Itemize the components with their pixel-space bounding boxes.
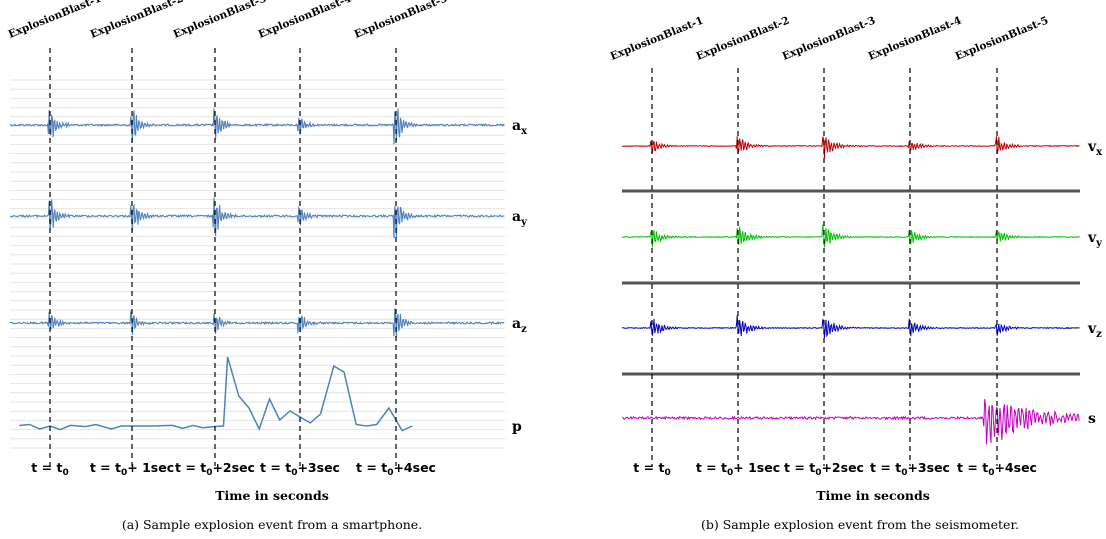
event-labels: ExplosionBlast-1ExplosionBlast-2Explosio… (609, 14, 1051, 62)
x-tick-label: t = t0+2sec (175, 460, 255, 478)
series-line (10, 308, 504, 338)
panel-smartphone: ExplosionBlast-1ExplosionBlast-2Explosio… (7, 0, 528, 532)
grid-lines (10, 80, 505, 448)
event-label: ExplosionBlast-3 (172, 0, 269, 41)
event-label: ExplosionBlast-4 (257, 0, 354, 41)
event-label: ExplosionBlast-5 (353, 0, 450, 41)
series-labels: ax ay az p (512, 118, 528, 435)
series-label: ay (512, 209, 528, 228)
x-tick-label: t = t0+4sec (356, 460, 436, 478)
event-label: ExplosionBlast-4 (867, 14, 964, 62)
x-tick-label: t = t0 (31, 460, 68, 478)
event-label: ExplosionBlast-3 (781, 14, 878, 62)
event-label: ExplosionBlast-1 (609, 14, 706, 62)
event-labels: ExplosionBlast-1ExplosionBlast-2Explosio… (7, 0, 450, 41)
x-tick-label: t = t0+ 1sec (696, 460, 780, 478)
panel-seismometer: ExplosionBlast-1ExplosionBlast-2Explosio… (609, 14, 1104, 532)
x-tick-labels: t = t0 t = t0+ 1sec t = t0+2sec t = t0+3sec… (31, 460, 436, 478)
x-axis-title: Time in seconds (816, 488, 930, 503)
x-tick-label: t = t0+ 1sec (90, 460, 174, 478)
event-label: ExplosionBlast-1 (7, 0, 104, 41)
series-label: vy (1087, 230, 1103, 249)
x-tick-label: t = t0+3sec (260, 460, 340, 478)
series-labels: vx vy vz s (1087, 139, 1103, 427)
series-label: s (1088, 411, 1096, 427)
series-line (622, 136, 1080, 158)
x-tick-label: t = t0+2sec (784, 460, 864, 478)
series-group (622, 136, 1080, 444)
x-axis-title: Time in seconds (215, 488, 329, 503)
separator-lines (622, 191, 1080, 374)
event-label: ExplosionBlast-2 (695, 14, 792, 62)
series-line (622, 399, 1079, 444)
series-label: vz (1087, 321, 1102, 340)
series-label: p (512, 419, 522, 435)
caption-b: (b) Sample explosion event from the seis… (701, 517, 1019, 532)
event-label: ExplosionBlast-2 (89, 0, 186, 41)
x-tick-label: t = t0+3sec (870, 460, 950, 478)
event-lines (50, 48, 396, 466)
caption-a: (a) Sample explosion event from a smartp… (122, 517, 422, 532)
series-line (622, 315, 1080, 338)
x-tick-label: t = t0 (633, 460, 670, 478)
series-label: vx (1087, 139, 1103, 158)
event-lines (652, 68, 997, 466)
event-label: ExplosionBlast-5 (954, 14, 1051, 62)
series-label: az (512, 316, 527, 335)
x-tick-labels: t = t0 t = t0+ 1sec t = t0+2sec t = t0+3sec… (633, 460, 1037, 478)
series-line (20, 357, 412, 431)
x-tick-label: t = t0+4sec (957, 460, 1037, 478)
series-line (622, 225, 1080, 248)
series-group (10, 108, 504, 430)
series-label: ax (512, 118, 528, 137)
